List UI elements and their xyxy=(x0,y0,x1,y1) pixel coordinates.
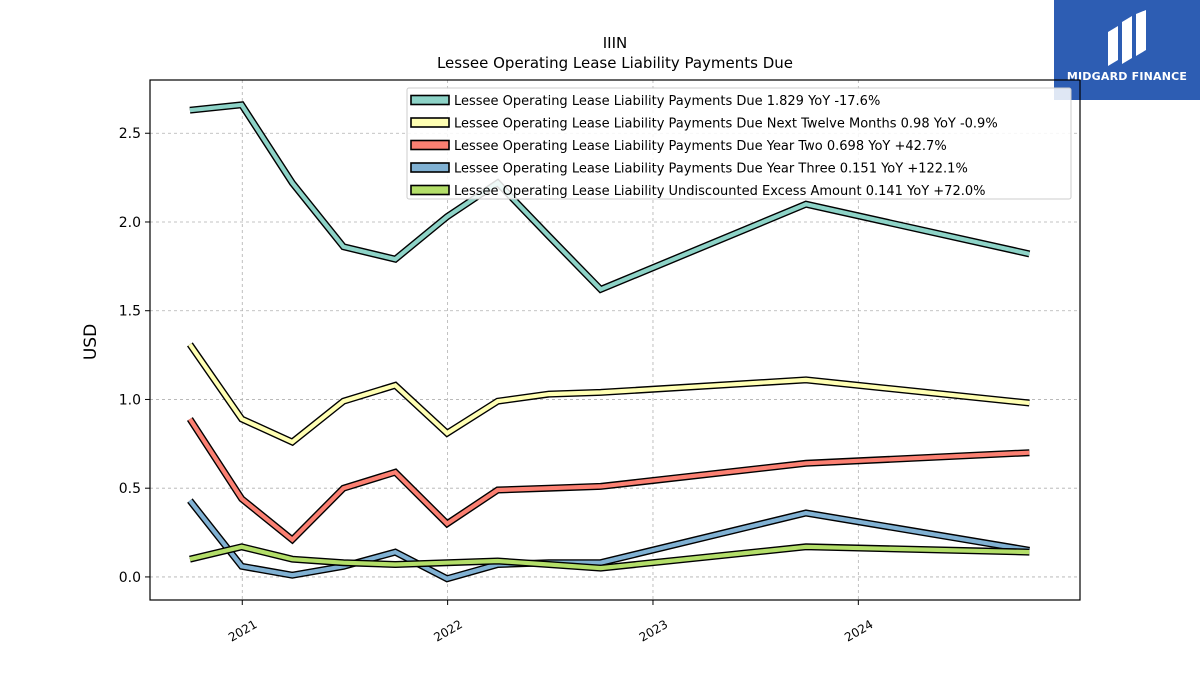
x-tick-label: 2021 xyxy=(226,617,259,644)
legend-swatch xyxy=(410,139,450,151)
x-tick-label: 2022 xyxy=(431,617,464,644)
series-layer xyxy=(186,101,1031,583)
series-line-outline xyxy=(186,417,1030,545)
x-tick-label: 2024 xyxy=(842,617,875,644)
x-tick-label: 2023 xyxy=(637,617,670,644)
legend-swatch xyxy=(410,117,450,128)
brand-name: MIDGARD FINANCE xyxy=(1066,70,1188,83)
legend-box xyxy=(406,87,1072,200)
y-tick-label: 0.5 xyxy=(119,481,141,497)
series-line xyxy=(188,499,1030,581)
brand-mark-icon xyxy=(1108,10,1146,66)
legend-swatch xyxy=(410,184,450,196)
y-tick-label: 1.5 xyxy=(119,304,141,320)
chart-subtitle: Lessee Operating Lease Liability Payment… xyxy=(437,54,793,72)
y-tick-label: 2.0 xyxy=(119,215,141,231)
legend-swatch xyxy=(410,162,450,173)
legend-label: Lessee Operating Lease Liability Payment… xyxy=(454,117,998,132)
legend-swatch xyxy=(410,94,450,106)
legend-label: Lessee Operating Lease Liability Payment… xyxy=(454,139,947,154)
plot-frame xyxy=(149,79,1081,601)
legend-label: Lessee Operating Lease Liability Payment… xyxy=(454,162,968,177)
y-tick-label: 1.0 xyxy=(119,392,141,408)
y-axis-label: USD xyxy=(81,324,101,360)
legend-label: Lessee Operating Lease Liability Undisco… xyxy=(454,184,985,199)
series-line xyxy=(188,417,1030,543)
y-tick-label: 0.0 xyxy=(119,570,141,586)
chart-title: IIIN xyxy=(603,34,628,52)
series-line xyxy=(189,544,1030,571)
axes: 0.0 0.5 1.0 1.5 2.0 2.5 2021 2022 2023 2024 xyxy=(119,126,876,644)
series-line xyxy=(188,343,1030,445)
legend: Lessee Operating Lease Liability Payment… xyxy=(406,87,1072,200)
series-line xyxy=(189,102,1030,292)
y-tick-label: 2.5 xyxy=(119,126,141,142)
brand-logo: MIDGARD FINANCE xyxy=(1054,0,1200,100)
legend-label: Lessee Operating Lease Liability Payment… xyxy=(454,94,880,109)
